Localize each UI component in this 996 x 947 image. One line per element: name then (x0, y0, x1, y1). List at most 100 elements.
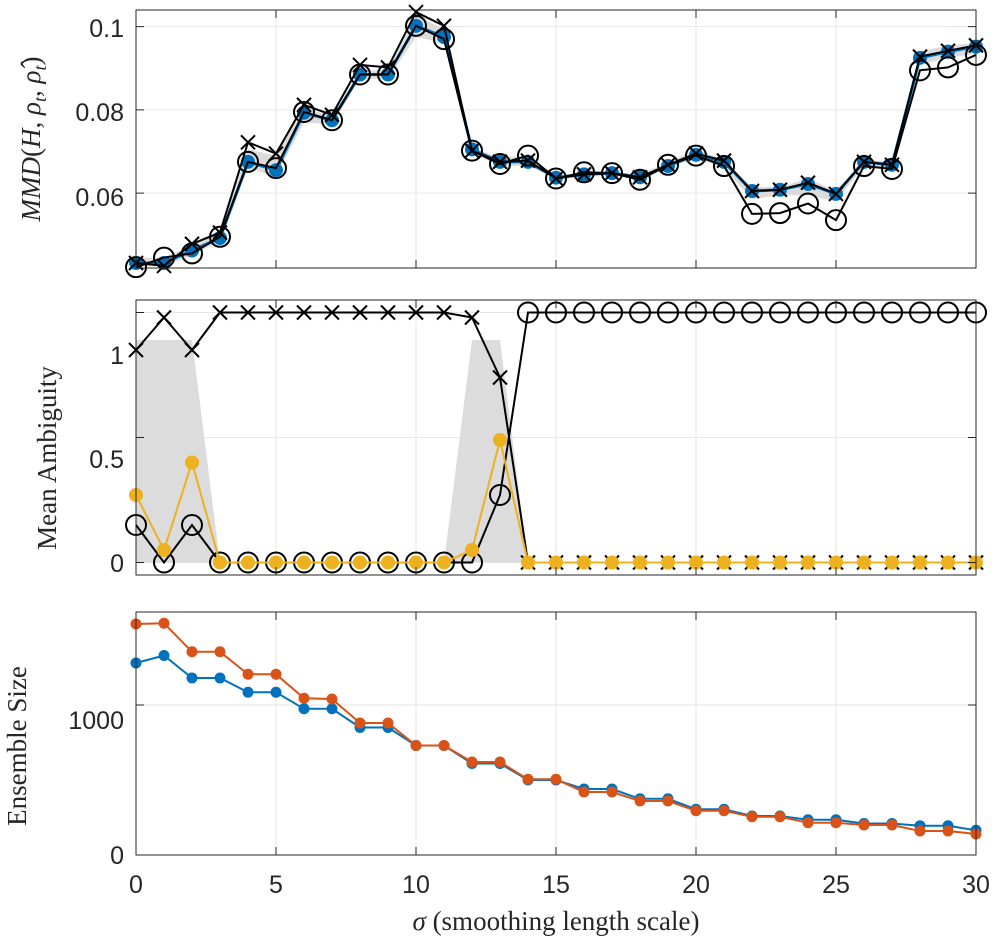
middle-crosses-marker (184, 342, 200, 358)
top-ylabel-close: ) (16, 57, 46, 66)
middle-circles-marker (881, 301, 903, 324)
top-circles-marker (713, 155, 735, 178)
xtick-label: 15 (542, 871, 570, 899)
bottom-orange-marker (774, 811, 786, 823)
bottom-orange-marker (522, 773, 534, 785)
top-ylabel-sep2: , (16, 84, 46, 98)
bottom-blue-marker (214, 672, 226, 684)
bottom-orange-marker (690, 805, 702, 817)
xtick-label: 0 (129, 871, 143, 899)
top-ylabel-sep1: , (16, 115, 46, 129)
middle-mean-marker (493, 433, 507, 447)
top-ylabel-hilbert: H (16, 127, 46, 149)
top-circles-marker (657, 153, 679, 176)
bottom-orange-marker (410, 740, 422, 751)
top-crosses-marker (240, 134, 256, 151)
middle-mean-marker (661, 555, 675, 570)
top-ylabel-sub2: t (30, 65, 50, 71)
top-ytick-label: 0.08 (75, 99, 124, 127)
top-circles-marker (909, 59, 931, 82)
bottom-ytick-label: 1000 (68, 707, 124, 735)
middle-circles-marker (517, 301, 539, 324)
bottom-blue-marker (242, 686, 254, 698)
bottom-orange-marker (858, 819, 870, 831)
middle-mean-marker (269, 555, 283, 570)
top-panel: 0.06 0.08 0.1 MMD(H, ρt, ρ̂t) (16, 4, 987, 279)
middle-circles-marker (853, 301, 875, 324)
bottom-orange-marker (886, 819, 898, 831)
middle-mean-marker (353, 555, 367, 570)
top-circles-marker (685, 144, 707, 167)
middle-circles-marker (937, 301, 959, 324)
bottom-orange-marker (662, 795, 674, 807)
top-circles-marker (881, 157, 903, 180)
middle-panel: 0 0.5 1 Mean Ambiguity (32, 299, 987, 578)
middle-crosses-marker (296, 304, 312, 321)
top-crosses-marker (156, 258, 172, 274)
bottom-ytick-label: 0 (110, 842, 124, 870)
xtick-label: 30 (962, 871, 990, 899)
bottom-orange-marker (242, 668, 254, 680)
top-circles-marker (321, 109, 343, 132)
middle-mean-marker (157, 543, 171, 557)
middle-ytick-label: 1 (110, 342, 124, 370)
middle-crosses-marker (352, 304, 368, 321)
middle-mean-marker (857, 555, 871, 570)
top-circles-marker (293, 100, 315, 123)
top-circles-marker (377, 63, 399, 86)
top-ylabel-rho: ρ (16, 102, 46, 116)
top-crosses-marker (828, 186, 844, 202)
bottom-orange-marker (214, 646, 226, 658)
top-crosses-marker (772, 182, 788, 198)
bottom-blue-marker (298, 703, 310, 715)
bottom-orange-marker (634, 795, 646, 807)
middle-mean-marker (773, 555, 787, 570)
middle-mean-marker (577, 555, 591, 570)
top-circles-marker (573, 161, 595, 184)
bottom-orange-marker (354, 717, 366, 729)
bottom-orange-marker (186, 646, 198, 658)
middle-mean-marker (829, 555, 843, 570)
middle-circles-marker (769, 301, 791, 324)
xtick-label: 10 (402, 871, 430, 899)
bottom-orange-marker (382, 717, 394, 729)
top-ticks (135, 10, 977, 268)
top-crosses-marker (632, 169, 648, 185)
bottom-orange-marker (466, 756, 478, 768)
middle-circles-marker (573, 301, 595, 324)
bottom-plot-area (130, 617, 982, 840)
middle-crosses-marker (240, 304, 256, 321)
bottom-blue-marker (326, 703, 338, 715)
bottom-blue-marker (186, 672, 198, 684)
top-ytick-label: 0.1 (89, 15, 124, 43)
top-circles-marker (265, 157, 287, 180)
middle-circles-marker (909, 301, 931, 324)
top-crosses-marker (296, 97, 312, 113)
bottom-orange-marker (438, 740, 450, 751)
bottom-orange-marker (746, 811, 758, 823)
middle-mean-marker (605, 555, 619, 570)
middle-crosses-marker (380, 304, 396, 321)
middle-circles-marker (181, 514, 203, 536)
middle-mean-marker (297, 555, 311, 570)
bottom-blue-marker (270, 686, 282, 698)
bottom-orange-marker (298, 692, 310, 704)
bottom-orange-marker (578, 786, 590, 798)
top-circles-marker (209, 225, 231, 248)
middle-mean-marker (717, 555, 731, 570)
bottom-orange-marker (830, 817, 842, 829)
top-circles-marker (769, 202, 791, 225)
middle-mean-marker (689, 555, 703, 570)
middle-ylabel: Mean Ambiguity (32, 366, 62, 550)
middle-ticks (135, 300, 977, 575)
bottom-orange-marker (550, 773, 562, 785)
middle-crosses-marker (464, 309, 480, 326)
middle-mean-marker (185, 455, 199, 470)
xtick-label: 20 (682, 871, 710, 899)
middle-circles-marker (601, 301, 623, 324)
middle-circles-marker (741, 301, 763, 324)
top-crosses-marker (576, 166, 592, 183)
middle-mean-marker (381, 555, 395, 570)
middle-crosses-marker (408, 304, 424, 321)
